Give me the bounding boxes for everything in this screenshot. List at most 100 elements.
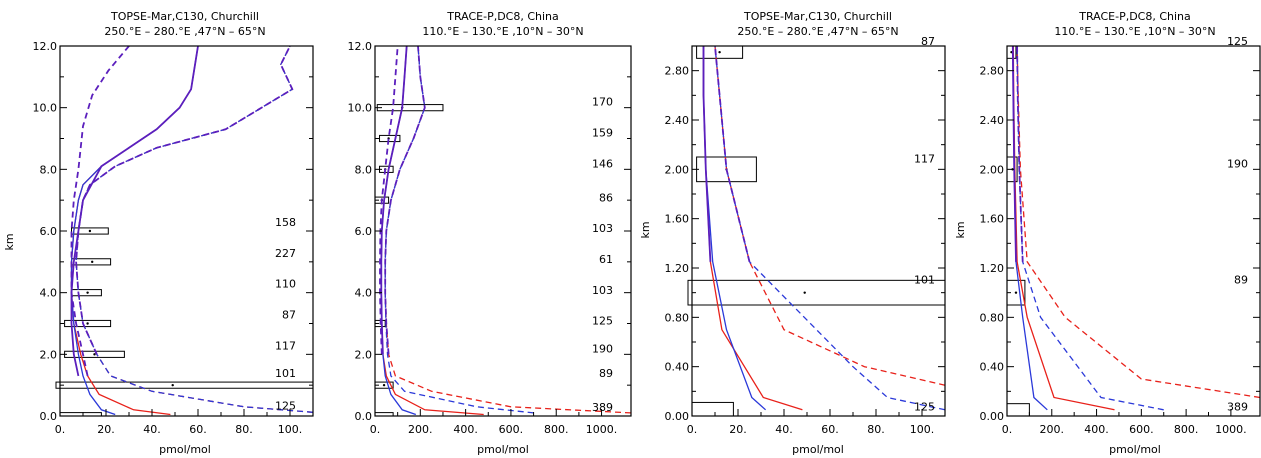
panel-3-xlabel: pmol/mol bbox=[792, 443, 844, 456]
panel-2-frame bbox=[374, 45, 632, 417]
panel-3-count-labels: 125 101 117 87 bbox=[914, 35, 935, 413]
mean-dot-4-1 bbox=[1014, 291, 1018, 294]
mean-dot-2-1 bbox=[382, 383, 386, 387]
series-line-2-6 bbox=[379, 46, 399, 355]
mean-dot-1-2 bbox=[93, 353, 96, 356]
count-label-2-6: 103 bbox=[592, 222, 613, 235]
panel-3-title: TOPSE-Mar,C130, Churchill bbox=[743, 10, 892, 23]
count-label-3-2: 117 bbox=[914, 152, 935, 165]
panel-4: TRACE-P,DC8, China 110.°E – 130.°E ,10°N… bbox=[954, 10, 1261, 456]
series-line-3-4 bbox=[702, 46, 712, 262]
data-box-1-3 bbox=[64, 319, 112, 328]
xtick-label-2-0: 0. bbox=[370, 423, 381, 436]
ytick-label-2-0: 0.0 bbox=[355, 410, 373, 423]
count-label-1-2: 117 bbox=[275, 339, 296, 352]
series-line-4-4 bbox=[1011, 46, 1017, 262]
xtick-label-1-3: 60. bbox=[189, 423, 207, 436]
panel-2-series bbox=[379, 46, 632, 416]
xtick-label-4-3: 600. bbox=[1129, 423, 1154, 436]
ytick-label-4-1: 0.40 bbox=[980, 361, 1005, 374]
panel-2-xtick-labels: 0. 200. 400. 600. 800. 1000. bbox=[370, 423, 618, 436]
panel-4-subtitle: 110.°E – 130.°E ,10°N – 30°N bbox=[1054, 25, 1215, 38]
panel-1-frame bbox=[59, 45, 314, 417]
xtick-label-2-1: 200. bbox=[408, 423, 433, 436]
panel-1-series bbox=[70, 46, 314, 416]
count-label-3-3: 87 bbox=[921, 35, 935, 48]
series-line-2-0 bbox=[380, 46, 484, 416]
panel-2-xlabel: pmol/mol bbox=[477, 443, 529, 456]
mean-dot-3-1 bbox=[803, 291, 806, 294]
panel-2-ytick-labels: 0.0 2.0 4.0 6.0 8.0 10.0 12.0 bbox=[348, 40, 373, 423]
count-label-2-4: 103 bbox=[592, 284, 613, 297]
count-label-1-1: 101 bbox=[275, 367, 296, 380]
mean-dot-3-3 bbox=[718, 50, 721, 54]
ytick-label-1-2: 4.0 bbox=[40, 287, 58, 300]
panel-1-count-labels: 125 101 117 87 110 227 158 bbox=[275, 216, 296, 412]
mean-dot-1-5 bbox=[91, 260, 94, 264]
ytick-label-1-4: 8.0 bbox=[40, 163, 58, 176]
xtick-label-4-5: 1000. bbox=[1215, 423, 1247, 436]
panel-1: TOPSE-Mar,C130, Churchill 250.°E – 280.°… bbox=[3, 10, 314, 456]
panel-2-subtitle: 110.°E – 130.°E ,10°N – 30°N bbox=[422, 25, 583, 38]
panel-3-xtick-labels: 0. 20. 40. 60. 80. 100. bbox=[687, 423, 935, 436]
xtick-label-1-0: 0. bbox=[55, 423, 66, 436]
xtick-label-2-5: 1000. bbox=[586, 423, 618, 436]
ytick-label-4-2: 0.80 bbox=[980, 311, 1005, 324]
ytick-label-3-0: 0.00 bbox=[665, 410, 690, 423]
xtick-label-2-3: 600. bbox=[499, 423, 524, 436]
count-label-1-4: 110 bbox=[275, 278, 296, 291]
series-line-3-1 bbox=[702, 46, 767, 411]
mean-dot-1-4 bbox=[86, 291, 89, 294]
panel-3-subtitle: 250.°E – 280.°E ,47°N – 65°N bbox=[737, 25, 898, 38]
panel-1-ticks bbox=[59, 45, 313, 417]
count-label-4-3: 125 bbox=[1227, 35, 1248, 48]
series-line-2-5 bbox=[384, 46, 426, 355]
ytick-label-3-1: 0.40 bbox=[665, 361, 690, 374]
count-label-4-2: 190 bbox=[1227, 157, 1248, 170]
xtick-label-1-5: 100. bbox=[278, 423, 303, 436]
count-label-2-2: 190 bbox=[592, 342, 613, 355]
panel-4-ylabel: km bbox=[954, 221, 967, 238]
xtick-label-3-3: 60. bbox=[821, 423, 839, 436]
series-line-3-2 bbox=[714, 46, 946, 386]
count-label-1-6: 158 bbox=[275, 216, 296, 229]
count-label-2-9: 159 bbox=[592, 127, 613, 140]
mean-dot-1-3 bbox=[86, 322, 89, 325]
ytick-label-1-5: 10.0 bbox=[33, 102, 58, 115]
mean-dot-1-6 bbox=[88, 229, 92, 233]
panel-4-xlabel: pmol/mol bbox=[1109, 443, 1161, 456]
ytick-label-4-3: 1.20 bbox=[980, 262, 1005, 275]
panel-4-title: TRACE-P,DC8, China bbox=[1078, 10, 1191, 23]
panel-1-xtick-labels: 0. 20. 40. 60. 80. 100. bbox=[55, 423, 303, 436]
data-box-3-3 bbox=[696, 46, 744, 59]
data-box-4-0 bbox=[1006, 403, 1030, 416]
data-box-2-6 bbox=[376, 104, 444, 112]
panel-1-subtitle: 250.°E – 280.°E ,47°N – 65°N bbox=[104, 25, 265, 38]
panel-3-ytick-labels: 0.00 0.40 0.80 1.20 1.60 2.00 2.40 2.80 bbox=[665, 65, 690, 423]
xtick-label-3-4: 80. bbox=[867, 423, 885, 436]
panel-4-frame bbox=[1006, 45, 1261, 417]
ytick-label-3-7: 2.80 bbox=[665, 65, 690, 78]
ytick-label-2-1: 2.0 bbox=[355, 348, 373, 361]
xtick-label-3-5: 100. bbox=[910, 423, 935, 436]
count-label-3-1: 101 bbox=[914, 273, 935, 286]
xtick-label-4-1: 200. bbox=[1040, 423, 1065, 436]
ytick-label-1-0: 0.0 bbox=[40, 410, 58, 423]
panel-2: TRACE-P,DC8, China 110.°E – 130.°E ,10°N… bbox=[348, 10, 632, 456]
xtick-label-4-0: 0. bbox=[1002, 423, 1013, 436]
ytick-label-2-6: 12.0 bbox=[348, 40, 373, 53]
panel-1-ylabel: km bbox=[3, 233, 16, 250]
count-label-2-3: 125 bbox=[592, 315, 613, 328]
series-line-1-4 bbox=[70, 46, 199, 377]
panel-3-ticks bbox=[691, 70, 945, 417]
series-line-1-3 bbox=[75, 46, 314, 413]
count-label-4-0: 389 bbox=[1227, 400, 1248, 413]
ytick-label-3-4: 1.60 bbox=[665, 213, 690, 226]
xtick-label-3-1: 20. bbox=[729, 423, 747, 436]
data-box-1-6 bbox=[71, 227, 109, 235]
xtick-label-3-2: 40. bbox=[775, 423, 793, 436]
panel-4-ticks bbox=[1006, 70, 1260, 417]
panel-3-ylabel: km bbox=[639, 221, 652, 238]
series-line-1-6 bbox=[70, 46, 130, 377]
